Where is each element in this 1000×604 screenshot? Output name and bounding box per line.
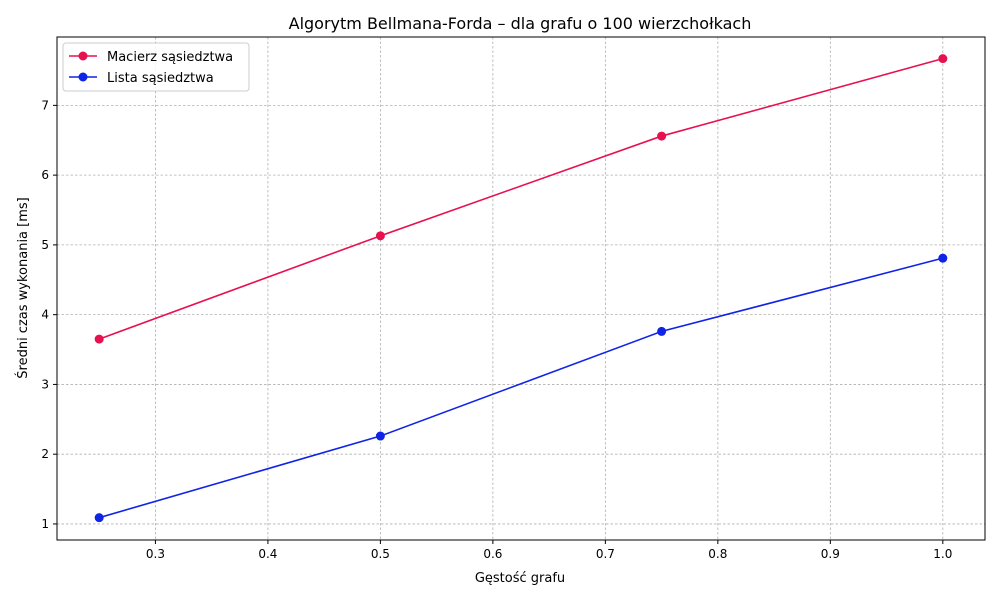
legend-marker-macierz: [78, 51, 88, 61]
x-tick-label: 0.7: [596, 547, 615, 561]
series-line-lista: [98, 257, 944, 519]
y-axis-ticks: 1 2 3 4 5 6 7: [41, 98, 57, 531]
legend-label-lista: Lista sąsiedztwa: [107, 71, 214, 86]
x-tick-label: 0.3: [146, 547, 165, 561]
data-point-lista: [938, 253, 948, 263]
y-tick-label: 5: [41, 238, 49, 252]
y-axis-label: Średni czas wykonania [ms]: [15, 197, 31, 378]
data-point-lista: [94, 513, 104, 523]
series-line-macierz: [98, 57, 944, 340]
x-tick-label: 0.5: [371, 547, 390, 561]
y-tick-label: 6: [41, 168, 49, 182]
legend-label-macierz: Macierz sąsiedztwa: [107, 50, 233, 65]
chart-title: Algorytm Bellmana-Forda – dla grafu o 10…: [289, 14, 752, 33]
data-point-lista: [375, 431, 385, 441]
data-point-macierz: [94, 334, 104, 344]
y-tick-label: 7: [41, 98, 49, 112]
data-point-macierz: [375, 231, 385, 241]
series-group: [94, 54, 948, 523]
x-tick-label: 0.6: [483, 547, 502, 561]
data-point-macierz: [657, 131, 667, 141]
y-tick-label: 4: [41, 308, 49, 322]
y-tick-label: 2: [41, 447, 49, 461]
legend-box: [62, 42, 250, 92]
legend: Macierz sąsiedztwa Lista sąsiedztwa: [62, 42, 250, 92]
x-tick-label: 1.0: [933, 547, 952, 561]
data-point-lista: [657, 326, 667, 336]
x-tick-label: 0.8: [708, 547, 727, 561]
x-axis-ticks: 0.3 0.4 0.5 0.6 0.7 0.8 0.9 1.0: [146, 540, 952, 561]
plot-frame: [56, 36, 986, 541]
x-tick-label: 0.9: [821, 547, 840, 561]
y-tick-label: 1: [41, 517, 49, 531]
data-point-macierz: [938, 54, 948, 64]
legend-marker-lista: [78, 72, 88, 82]
y-tick-label: 3: [41, 377, 49, 391]
x-tick-label: 0.4: [258, 547, 277, 561]
grid: [57, 37, 985, 540]
x-axis-label: Gęstość grafu: [475, 571, 565, 586]
